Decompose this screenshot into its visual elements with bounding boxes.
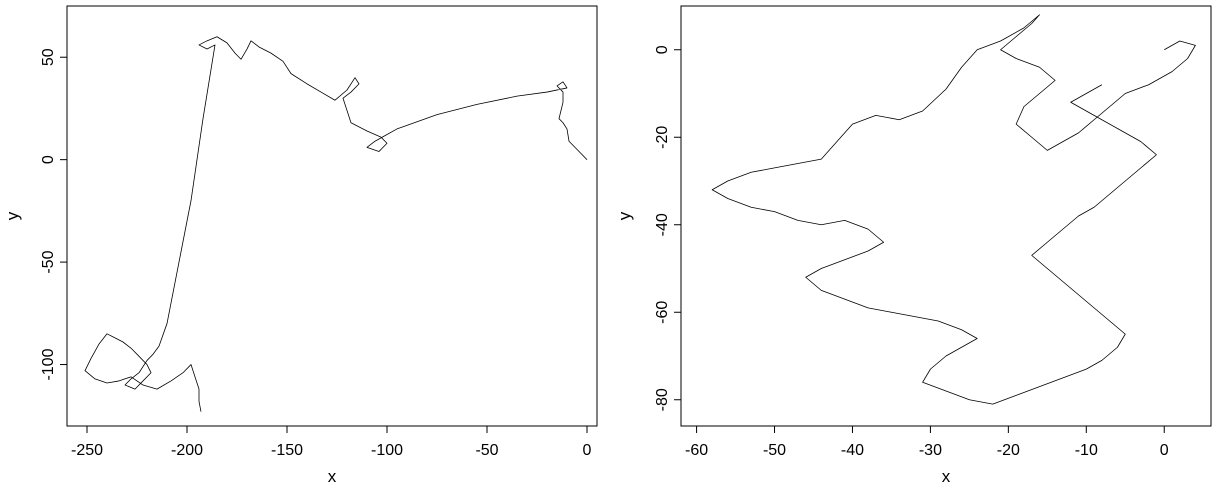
x-axis-title: x <box>942 467 951 486</box>
plot-frame <box>680 5 1212 427</box>
x-tick-label: -50 <box>475 442 498 459</box>
random-walk-path <box>84 36 588 412</box>
x-tick-label: -150 <box>271 442 303 459</box>
x-tick-label: -60 <box>685 442 708 459</box>
y-axis-title: y <box>615 211 634 220</box>
random-walk-path <box>711 14 1196 405</box>
x-axis: -250 -200 -150 -100 -50 0 <box>71 426 592 459</box>
x-tick-label: -50 <box>763 442 786 459</box>
x-tick-label: -40 <box>841 442 864 459</box>
y-axis: -100 -50 0 50 <box>40 48 67 381</box>
y-tick-label: -50 <box>40 250 57 273</box>
x-tick-label: -100 <box>371 442 403 459</box>
right-scatter-plot: -60 -50 -40 -30 -20 -10 0 -80 -60 -40 -20 0 x y <box>615 5 1212 486</box>
y-tick-label: 50 <box>40 48 57 66</box>
y-tick-label: 0 <box>40 155 57 164</box>
y-tick-label: -100 <box>40 348 57 380</box>
y-tick-label: 0 <box>654 45 671 54</box>
x-tick-label: -20 <box>997 442 1020 459</box>
x-tick-label: -200 <box>171 442 203 459</box>
y-axis-title: y <box>3 211 22 220</box>
plot-frame <box>66 5 598 427</box>
x-tick-label: -10 <box>1075 442 1098 459</box>
y-tick-label: -40 <box>654 213 671 236</box>
x-tick-label: -250 <box>71 442 103 459</box>
x-axis-title: x <box>328 467 337 486</box>
x-tick-label: 0 <box>583 442 592 459</box>
left-scatter-plot: -250 -200 -150 -100 -50 0 -100 -50 0 50 x y <box>3 5 598 486</box>
y-axis: -80 -60 -40 -20 0 <box>654 45 681 411</box>
y-tick-label: -80 <box>654 388 671 411</box>
x-tick-label: -30 <box>919 442 942 459</box>
y-tick-label: -60 <box>654 301 671 324</box>
y-tick-label: -20 <box>654 126 671 149</box>
x-tick-label: 0 <box>1160 442 1169 459</box>
x-axis: -60 -50 -40 -30 -20 -10 0 <box>685 426 1169 459</box>
